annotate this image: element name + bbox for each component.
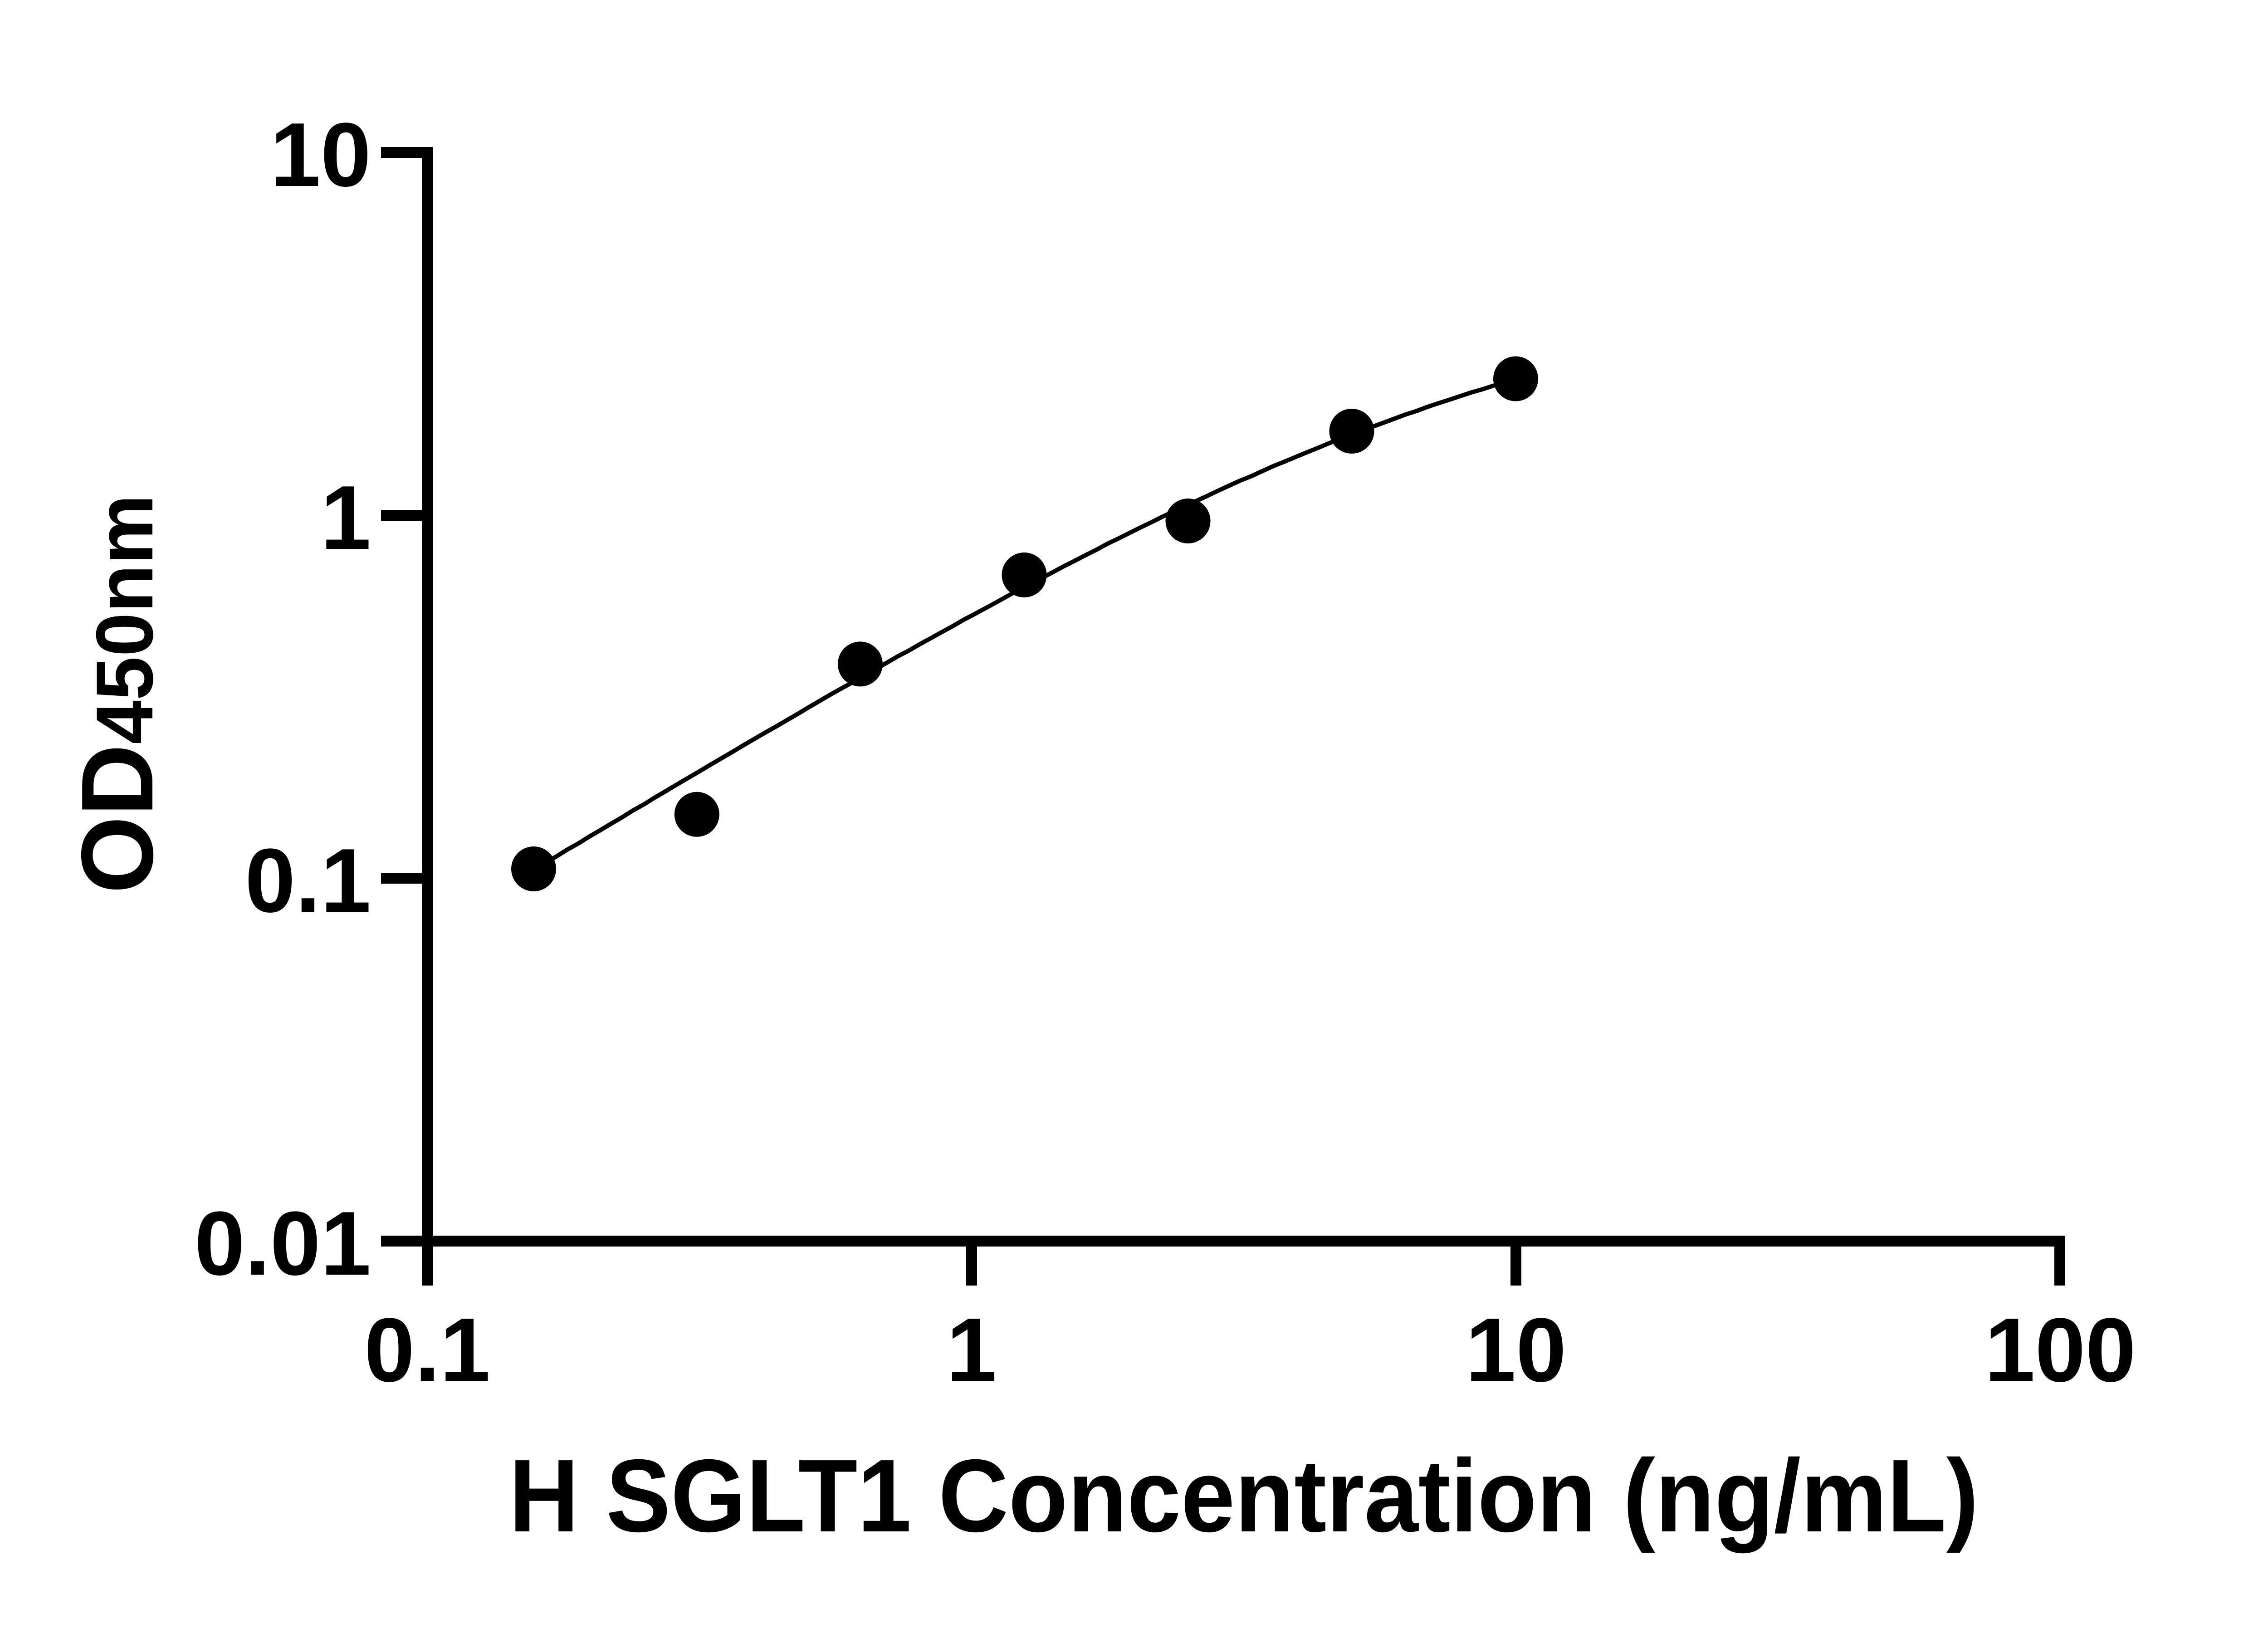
svg-text:1: 1 (321, 467, 371, 568)
svg-text:0.1: 0.1 (364, 1300, 490, 1401)
svg-text:10: 10 (1466, 1300, 1566, 1401)
svg-text:OD450nm: OD450nm (60, 494, 174, 894)
svg-text:100: 100 (1984, 1300, 2136, 1401)
svg-text:0.01: 0.01 (195, 1193, 371, 1294)
svg-text:10: 10 (270, 104, 371, 205)
svg-text:H SGLT1 Concentration (ng/mL): H SGLT1 Concentration (ng/mL) (509, 1438, 1979, 1554)
svg-text:0.1: 0.1 (245, 830, 371, 931)
svg-text:1: 1 (946, 1300, 997, 1401)
